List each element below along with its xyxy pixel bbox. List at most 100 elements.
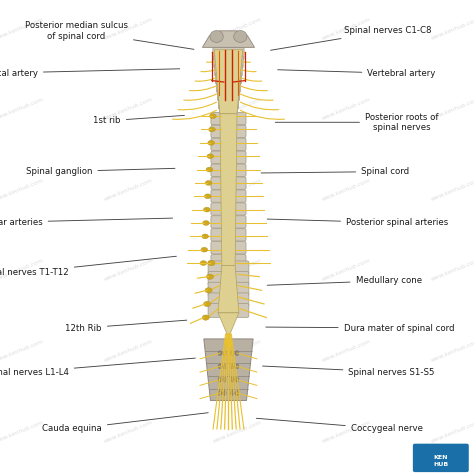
FancyBboxPatch shape xyxy=(211,138,246,151)
Ellipse shape xyxy=(223,391,227,395)
Text: Vertebral artery: Vertebral artery xyxy=(278,69,436,78)
FancyBboxPatch shape xyxy=(215,64,242,76)
Polygon shape xyxy=(204,339,253,401)
Text: Ascending cervical artery: Ascending cervical artery xyxy=(0,69,180,78)
Text: Medullary cone: Medullary cone xyxy=(267,276,422,285)
Text: www.kenhub.com: www.kenhub.com xyxy=(212,177,262,202)
Ellipse shape xyxy=(205,288,212,293)
Text: www.kenhub.com: www.kenhub.com xyxy=(321,97,371,121)
Ellipse shape xyxy=(230,377,234,382)
FancyBboxPatch shape xyxy=(211,203,246,215)
Ellipse shape xyxy=(235,391,239,395)
FancyBboxPatch shape xyxy=(213,47,244,60)
Ellipse shape xyxy=(223,351,227,356)
Ellipse shape xyxy=(205,181,212,185)
Ellipse shape xyxy=(206,167,213,172)
Text: www.kenhub.com: www.kenhub.com xyxy=(430,16,474,41)
Text: KEN: KEN xyxy=(434,456,448,460)
Text: www.kenhub.com: www.kenhub.com xyxy=(212,258,262,283)
FancyBboxPatch shape xyxy=(208,283,249,296)
Text: Coccygeal nerve: Coccygeal nerve xyxy=(256,418,423,433)
Text: www.kenhub.com: www.kenhub.com xyxy=(103,258,153,283)
Ellipse shape xyxy=(201,247,208,252)
FancyBboxPatch shape xyxy=(216,72,241,84)
Polygon shape xyxy=(220,114,237,265)
Ellipse shape xyxy=(208,261,215,265)
FancyBboxPatch shape xyxy=(413,444,469,472)
Text: Cauda equina: Cauda equina xyxy=(42,413,208,433)
Text: www.kenhub.com: www.kenhub.com xyxy=(0,177,44,202)
Polygon shape xyxy=(218,313,239,334)
FancyBboxPatch shape xyxy=(211,216,246,228)
Ellipse shape xyxy=(203,220,210,225)
Text: Posterior radicular arteries: Posterior radicular arteries xyxy=(0,218,173,227)
Ellipse shape xyxy=(204,194,211,199)
Text: www.kenhub.com: www.kenhub.com xyxy=(430,97,474,121)
Text: Spinal cord: Spinal cord xyxy=(261,167,410,176)
Ellipse shape xyxy=(207,154,214,159)
FancyBboxPatch shape xyxy=(217,81,240,93)
FancyBboxPatch shape xyxy=(211,177,246,189)
Ellipse shape xyxy=(230,391,234,395)
Text: www.kenhub.com: www.kenhub.com xyxy=(430,419,474,444)
Text: www.kenhub.com: www.kenhub.com xyxy=(0,338,44,363)
Text: Spinal nerves S1-S5: Spinal nerves S1-S5 xyxy=(263,366,435,376)
Polygon shape xyxy=(218,265,239,313)
Text: Posterior spinal arteries: Posterior spinal arteries xyxy=(267,219,448,227)
Text: Posterior median sulcus
of spinal cord: Posterior median sulcus of spinal cord xyxy=(25,21,194,49)
Ellipse shape xyxy=(209,127,215,132)
Text: www.kenhub.com: www.kenhub.com xyxy=(0,16,44,41)
Text: www.kenhub.com: www.kenhub.com xyxy=(430,177,474,202)
Ellipse shape xyxy=(235,377,239,382)
Ellipse shape xyxy=(230,364,234,369)
Text: www.kenhub.com: www.kenhub.com xyxy=(103,177,153,202)
FancyBboxPatch shape xyxy=(208,261,249,275)
FancyBboxPatch shape xyxy=(214,55,243,68)
FancyBboxPatch shape xyxy=(211,125,246,137)
FancyBboxPatch shape xyxy=(211,164,246,176)
Text: www.kenhub.com: www.kenhub.com xyxy=(103,16,153,41)
Text: www.kenhub.com: www.kenhub.com xyxy=(212,338,262,363)
Text: www.kenhub.com: www.kenhub.com xyxy=(321,338,371,363)
FancyBboxPatch shape xyxy=(219,97,238,109)
Text: www.kenhub.com: www.kenhub.com xyxy=(212,16,262,41)
FancyBboxPatch shape xyxy=(211,151,246,164)
Text: Spinal nerves T1-T12: Spinal nerves T1-T12 xyxy=(0,256,176,277)
Text: www.kenhub.com: www.kenhub.com xyxy=(212,419,262,444)
Text: www.kenhub.com: www.kenhub.com xyxy=(430,258,474,283)
Text: Posterior roots of
spinal nerves: Posterior roots of spinal nerves xyxy=(275,113,438,132)
Text: Spinal ganglion: Spinal ganglion xyxy=(26,167,175,176)
FancyBboxPatch shape xyxy=(218,89,239,101)
FancyBboxPatch shape xyxy=(211,242,246,254)
Ellipse shape xyxy=(235,351,239,356)
FancyBboxPatch shape xyxy=(208,304,249,318)
Ellipse shape xyxy=(230,351,234,356)
Ellipse shape xyxy=(202,315,210,320)
Ellipse shape xyxy=(203,301,210,307)
Ellipse shape xyxy=(203,207,210,212)
Ellipse shape xyxy=(235,364,239,369)
Text: www.kenhub.com: www.kenhub.com xyxy=(0,97,44,121)
Ellipse shape xyxy=(234,30,247,43)
Text: Spinal nerves C1-C8: Spinal nerves C1-C8 xyxy=(271,27,431,50)
Ellipse shape xyxy=(223,364,227,369)
Text: www.kenhub.com: www.kenhub.com xyxy=(212,97,262,121)
FancyBboxPatch shape xyxy=(208,293,249,307)
Ellipse shape xyxy=(208,140,214,145)
FancyBboxPatch shape xyxy=(208,272,249,285)
Text: www.kenhub.com: www.kenhub.com xyxy=(103,97,153,121)
Text: Dura mater of spinal cord: Dura mater of spinal cord xyxy=(266,324,454,332)
Ellipse shape xyxy=(200,261,207,265)
Text: www.kenhub.com: www.kenhub.com xyxy=(321,177,371,202)
Text: www.kenhub.com: www.kenhub.com xyxy=(321,258,371,283)
Text: www.kenhub.com: www.kenhub.com xyxy=(103,338,153,363)
Ellipse shape xyxy=(202,234,209,239)
Ellipse shape xyxy=(218,391,222,395)
Text: HUB: HUB xyxy=(433,462,448,467)
Ellipse shape xyxy=(218,351,222,356)
Text: 12th Rib: 12th Rib xyxy=(65,320,187,332)
FancyBboxPatch shape xyxy=(219,105,237,118)
Text: www.kenhub.com: www.kenhub.com xyxy=(321,16,371,41)
Polygon shape xyxy=(214,50,243,114)
Ellipse shape xyxy=(223,377,227,382)
